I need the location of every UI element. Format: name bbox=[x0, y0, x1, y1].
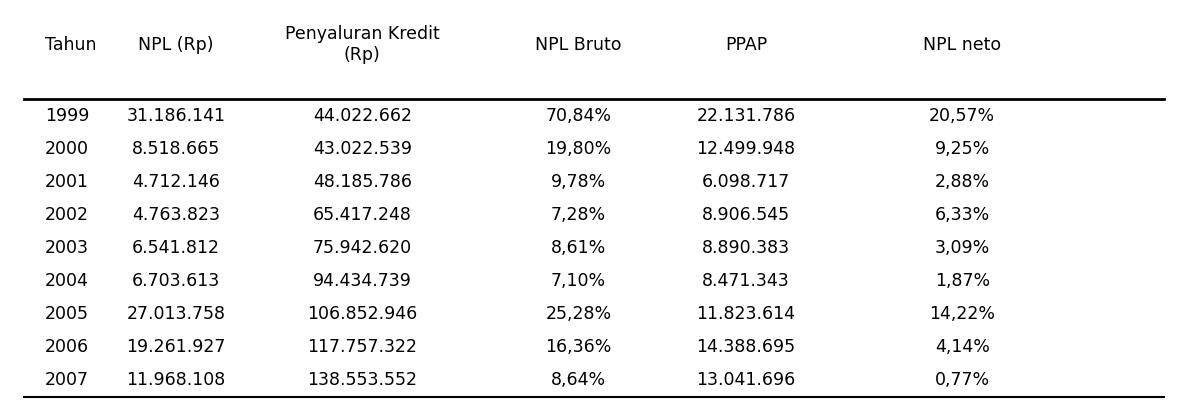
Text: 22.131.786: 22.131.786 bbox=[696, 107, 796, 125]
Text: 8.518.665: 8.518.665 bbox=[132, 140, 220, 158]
Text: 44.022.662: 44.022.662 bbox=[312, 107, 412, 125]
Text: 6.541.812: 6.541.812 bbox=[132, 239, 220, 257]
Text: 117.757.322: 117.757.322 bbox=[308, 338, 417, 356]
Text: 9,25%: 9,25% bbox=[935, 140, 990, 158]
Text: 0,77%: 0,77% bbox=[935, 371, 990, 389]
Text: 6.703.613: 6.703.613 bbox=[132, 272, 220, 290]
Text: 138.553.552: 138.553.552 bbox=[308, 371, 417, 389]
Text: 94.434.739: 94.434.739 bbox=[312, 272, 412, 290]
Text: NPL Bruto: NPL Bruto bbox=[536, 36, 621, 53]
Text: 20,57%: 20,57% bbox=[929, 107, 996, 125]
Text: Tahun: Tahun bbox=[45, 36, 96, 53]
Text: 2004: 2004 bbox=[45, 272, 89, 290]
Text: 11.968.108: 11.968.108 bbox=[126, 371, 226, 389]
Text: 3,09%: 3,09% bbox=[935, 239, 990, 257]
Text: 14.388.695: 14.388.695 bbox=[696, 338, 796, 356]
Text: 4,14%: 4,14% bbox=[935, 338, 990, 356]
Text: 8,64%: 8,64% bbox=[551, 371, 606, 389]
Text: 4.712.146: 4.712.146 bbox=[132, 173, 220, 191]
Text: 2006: 2006 bbox=[45, 338, 89, 356]
Text: 2003: 2003 bbox=[45, 239, 89, 257]
Text: 6,33%: 6,33% bbox=[935, 206, 990, 224]
Text: PPAP: PPAP bbox=[725, 36, 767, 53]
Text: 31.186.141: 31.186.141 bbox=[126, 107, 226, 125]
Text: 2000: 2000 bbox=[45, 140, 89, 158]
Text: Penyaluran Kredit
(Rp): Penyaluran Kredit (Rp) bbox=[285, 25, 440, 64]
Text: 19,80%: 19,80% bbox=[545, 140, 612, 158]
Text: 2001: 2001 bbox=[45, 173, 89, 191]
Text: 48.185.786: 48.185.786 bbox=[312, 173, 412, 191]
Text: 2002: 2002 bbox=[45, 206, 89, 224]
Text: 43.022.539: 43.022.539 bbox=[312, 140, 412, 158]
Text: 27.013.758: 27.013.758 bbox=[126, 305, 226, 323]
Text: 1999: 1999 bbox=[45, 107, 89, 125]
Text: 2005: 2005 bbox=[45, 305, 89, 323]
Text: 65.417.248: 65.417.248 bbox=[312, 206, 412, 224]
Text: 2007: 2007 bbox=[45, 371, 89, 389]
Text: 19.261.927: 19.261.927 bbox=[126, 338, 226, 356]
Text: 9,78%: 9,78% bbox=[551, 173, 606, 191]
Text: 106.852.946: 106.852.946 bbox=[308, 305, 417, 323]
Text: NPL (Rp): NPL (Rp) bbox=[138, 36, 214, 53]
Text: 1,87%: 1,87% bbox=[935, 272, 990, 290]
Text: 25,28%: 25,28% bbox=[545, 305, 612, 323]
Text: NPL neto: NPL neto bbox=[923, 36, 1001, 53]
Text: 2,88%: 2,88% bbox=[935, 173, 990, 191]
Text: 14,22%: 14,22% bbox=[929, 305, 996, 323]
Text: 6.098.717: 6.098.717 bbox=[702, 173, 790, 191]
Text: 13.041.696: 13.041.696 bbox=[696, 371, 796, 389]
Text: 8.906.545: 8.906.545 bbox=[702, 206, 790, 224]
Text: 16,36%: 16,36% bbox=[545, 338, 612, 356]
Text: 8.471.343: 8.471.343 bbox=[702, 272, 790, 290]
Text: 8,61%: 8,61% bbox=[551, 239, 606, 257]
Text: 8.890.383: 8.890.383 bbox=[702, 239, 790, 257]
Text: 7,28%: 7,28% bbox=[551, 206, 606, 224]
Text: 4.763.823: 4.763.823 bbox=[132, 206, 220, 224]
Text: 12.499.948: 12.499.948 bbox=[696, 140, 796, 158]
Text: 7,10%: 7,10% bbox=[551, 272, 606, 290]
Text: 75.942.620: 75.942.620 bbox=[312, 239, 412, 257]
Text: 70,84%: 70,84% bbox=[545, 107, 612, 125]
Text: 11.823.614: 11.823.614 bbox=[696, 305, 796, 323]
